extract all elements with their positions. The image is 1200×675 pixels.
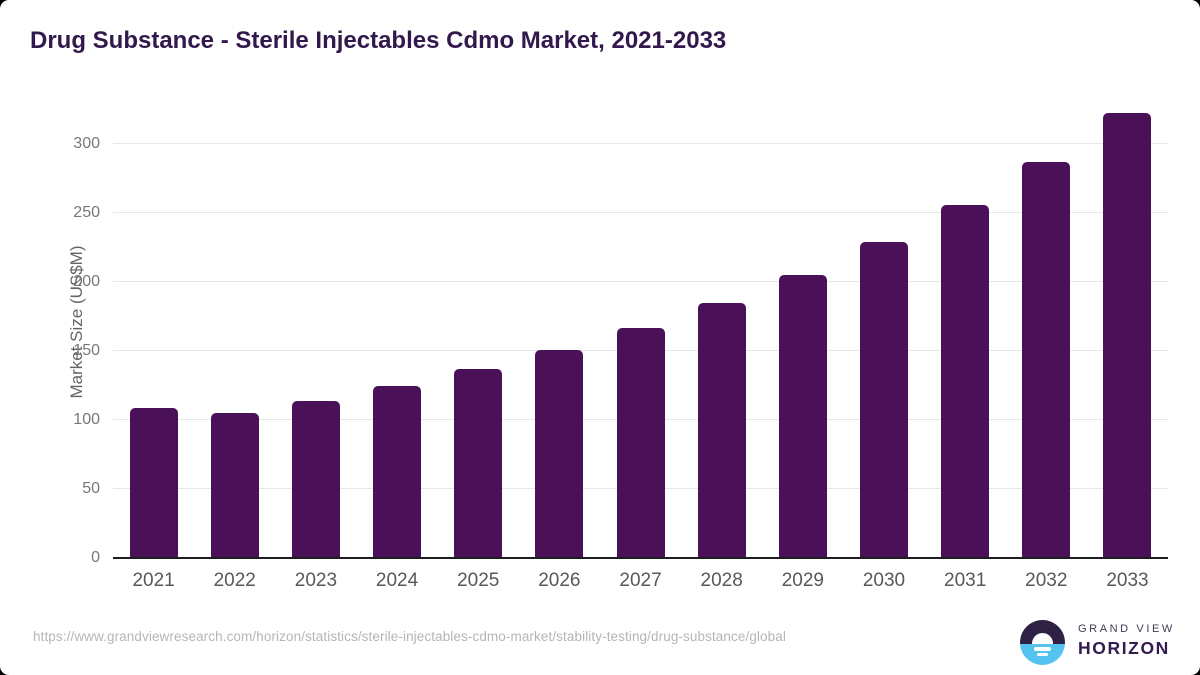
brand-logo: GRAND VIEW HORIZON <box>1020 619 1180 666</box>
bar-2022 <box>210 413 259 558</box>
bar-slot <box>113 103 194 558</box>
bar-series <box>113 103 1168 558</box>
x-axis-line <box>113 557 1168 559</box>
x-tick-label: 2030 <box>862 570 906 591</box>
gridline <box>113 143 1168 145</box>
x-axis-tick-labels: 2021 2022 2023 2024 2025 2026 2027 2028 2029 2030… <box>113 566 1168 596</box>
x-tick-label: 2024 <box>375 570 419 591</box>
y-tick-label: 0 <box>91 549 100 566</box>
bar-slot <box>1006 103 1087 558</box>
bar-slot <box>681 103 762 558</box>
bar-2021 <box>129 408 178 558</box>
logo-text: GRAND VIEW HORIZON <box>1078 623 1175 659</box>
x-tick-label: 2028 <box>700 570 743 591</box>
bar-2032 <box>1022 162 1071 558</box>
x-tick-label: 2027 <box>619 570 662 591</box>
bar-slot <box>843 103 924 558</box>
bar-slot <box>925 103 1006 558</box>
sun-reflection-bar <box>1034 647 1051 651</box>
gridline <box>113 281 1168 283</box>
y-tick-label: 250 <box>73 204 100 222</box>
x-tick-label: 2021 <box>132 570 175 591</box>
x-tick-label: 2032 <box>1025 570 1068 591</box>
bar-slot <box>275 103 356 558</box>
bar-2030 <box>859 242 908 558</box>
x-tick-label: 2033 <box>1106 570 1149 591</box>
bar-2024 <box>373 386 422 558</box>
bar-slot <box>1087 103 1168 558</box>
bar-2031 <box>941 205 990 558</box>
x-tick-label: 2022 <box>213 570 256 591</box>
x-tick-label: 2025 <box>457 570 500 591</box>
y-tick-label: 200 <box>73 273 100 291</box>
logo-text-grand-view: GRAND VIEW <box>1078 623 1175 635</box>
bar-slot <box>438 103 519 558</box>
x-tick-label: 2029 <box>781 570 824 591</box>
x-tick-label: 2026 <box>538 570 581 591</box>
y-tick-label: 150 <box>73 342 100 360</box>
bar-slot <box>356 103 437 558</box>
logo-text-horizon: HORIZON <box>1078 638 1170 658</box>
bar-2026 <box>535 350 584 558</box>
y-tick-label: 300 <box>73 135 100 153</box>
plot-area <box>113 103 1168 559</box>
sun-reflection-bar <box>1037 653 1048 656</box>
bar-2025 <box>454 369 503 558</box>
page-title: Drug Substance - Sterile Injectables Cdm… <box>30 27 727 54</box>
y-tick-label: 50 <box>82 480 100 498</box>
y-axis-tick-labels: 0 50 100 150 200 250 300 <box>40 103 100 566</box>
bar-slot <box>194 103 275 558</box>
bar-slot <box>600 103 681 558</box>
bar-2029 <box>778 275 827 558</box>
horizon-sun-icon <box>1020 620 1065 665</box>
bar-2033 <box>1103 113 1152 558</box>
y-tick-label: 100 <box>73 411 100 429</box>
bar-slot <box>762 103 843 558</box>
x-tick-label: 2031 <box>944 570 987 591</box>
sun-dome-shape <box>1032 633 1053 644</box>
bar-2023 <box>291 401 340 558</box>
source-url: https://www.grandviewresearch.com/horizo… <box>33 629 786 644</box>
gridline <box>113 212 1168 214</box>
bar-2028 <box>697 303 746 558</box>
bar-2027 <box>616 328 665 558</box>
bar-slot <box>519 103 600 558</box>
x-tick-label: 2023 <box>294 570 338 591</box>
